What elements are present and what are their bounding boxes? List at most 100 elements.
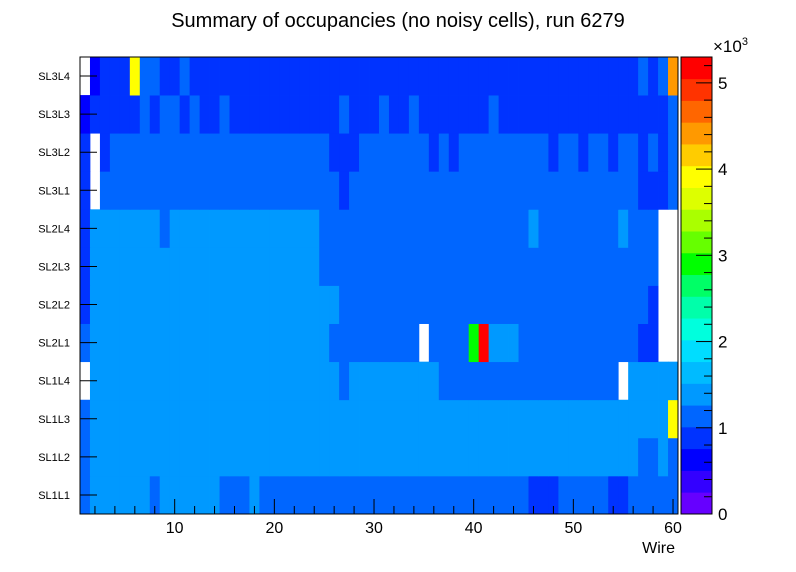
heatmap-cell xyxy=(628,57,639,96)
heatmap-cell xyxy=(139,209,151,248)
heatmap-cell xyxy=(508,437,519,477)
heatmap-cell xyxy=(369,285,380,324)
heatmap-cell xyxy=(329,171,340,210)
heatmap-cell xyxy=(568,209,579,248)
heatmap-cell xyxy=(568,285,579,324)
row-label: SL1L4 xyxy=(38,376,70,388)
heatmap-cell xyxy=(608,247,619,286)
heatmap-cell xyxy=(159,247,171,286)
heatmap-cell xyxy=(319,323,330,363)
heatmap-cell xyxy=(648,95,659,134)
heatmap-cell xyxy=(179,475,191,515)
heatmap-cell xyxy=(359,361,370,401)
heatmap-cell xyxy=(319,57,330,96)
heatmap-cell xyxy=(129,399,141,439)
heatmap-cell xyxy=(668,475,679,515)
heatmap-cell xyxy=(458,437,470,477)
heatmap-cell xyxy=(528,171,539,210)
heatmap-cell xyxy=(319,399,330,439)
heatmap-cell xyxy=(329,95,340,134)
heatmap-cell xyxy=(478,209,490,248)
heatmap-cell xyxy=(209,323,220,363)
palette-swatch xyxy=(681,383,712,406)
heatmap-cell xyxy=(388,57,400,96)
heatmap-cell xyxy=(99,323,111,363)
heatmap-cell xyxy=(458,171,470,210)
heatmap-cell xyxy=(189,399,200,439)
palette-swatch xyxy=(681,492,712,515)
heatmap-cell xyxy=(398,95,410,134)
palette-swatch xyxy=(681,252,712,276)
heatmap-cell xyxy=(99,95,111,134)
heatmap-cell xyxy=(448,361,460,401)
heatmap-cell xyxy=(478,437,490,477)
heatmap-cell xyxy=(269,323,280,363)
heatmap-cell xyxy=(518,285,529,324)
heatmap-cell xyxy=(269,133,280,172)
heatmap-cell xyxy=(508,285,519,324)
heatmap-cell xyxy=(618,247,629,286)
heatmap-cell xyxy=(468,57,480,96)
heatmap-cell xyxy=(119,323,131,363)
heatmap-cell xyxy=(588,437,599,477)
heatmap-cell xyxy=(548,475,559,515)
heatmap-cell xyxy=(608,209,619,248)
heatmap-cell xyxy=(149,399,161,439)
heatmap-cell xyxy=(608,285,619,324)
heatmap-cell xyxy=(139,171,151,210)
heatmap-cell xyxy=(658,95,669,134)
heatmap-cell xyxy=(508,171,519,210)
heatmap-cell xyxy=(568,323,579,363)
heatmap-cell xyxy=(488,285,499,324)
heatmap-cell xyxy=(538,133,549,172)
heatmap-cell xyxy=(249,95,260,134)
heatmap-cell xyxy=(169,399,181,439)
heatmap-cell xyxy=(418,133,430,172)
heatmap-cell xyxy=(149,475,161,515)
heatmap-cells xyxy=(80,57,679,515)
x-tick-label: 50 xyxy=(564,520,582,537)
heatmap-cell xyxy=(269,247,280,286)
heatmap-cell xyxy=(388,437,400,477)
heatmap-cell xyxy=(528,437,539,477)
heatmap-cell xyxy=(189,285,200,324)
heatmap-cell xyxy=(109,209,121,248)
heatmap-cell xyxy=(189,209,200,248)
heatmap-cell xyxy=(518,57,529,96)
heatmap-cell xyxy=(458,209,470,248)
heatmap-cell xyxy=(498,475,509,515)
heatmap-cell xyxy=(478,171,490,210)
heatmap-cell xyxy=(149,133,161,172)
heatmap-cell xyxy=(628,361,639,401)
heatmap-cell xyxy=(468,437,480,477)
palette-swatch xyxy=(681,187,712,210)
heatmap-cell xyxy=(319,209,330,248)
heatmap-cell xyxy=(379,285,390,324)
heatmap-cell xyxy=(608,95,619,134)
heatmap-cell xyxy=(359,133,370,172)
heatmap-cell xyxy=(638,171,649,210)
heatmap-cell xyxy=(388,171,400,210)
heatmap-cell xyxy=(528,209,539,248)
heatmap-cell xyxy=(239,285,250,324)
row-label: SL2L3 xyxy=(38,261,70,273)
heatmap-cell xyxy=(249,323,260,363)
heatmap-cell xyxy=(139,475,151,515)
heatmap-cell xyxy=(598,95,609,134)
heatmap-cell xyxy=(179,209,191,248)
heatmap-cell xyxy=(508,475,519,515)
heatmap-cell xyxy=(139,323,151,363)
heatmap-cell xyxy=(608,437,619,477)
heatmap-cell xyxy=(289,171,300,210)
heatmap-cell xyxy=(438,95,450,134)
heatmap-cell xyxy=(279,475,290,515)
heatmap-cell xyxy=(618,57,629,96)
heatmap-cell xyxy=(578,133,589,172)
heatmap-cell xyxy=(628,171,639,210)
heatmap-cell xyxy=(129,57,141,96)
heatmap-cell xyxy=(329,361,340,401)
heatmap-cell xyxy=(219,475,230,515)
heatmap-cell xyxy=(159,475,171,515)
heatmap-cell xyxy=(379,171,390,210)
palette-swatch xyxy=(681,339,712,363)
